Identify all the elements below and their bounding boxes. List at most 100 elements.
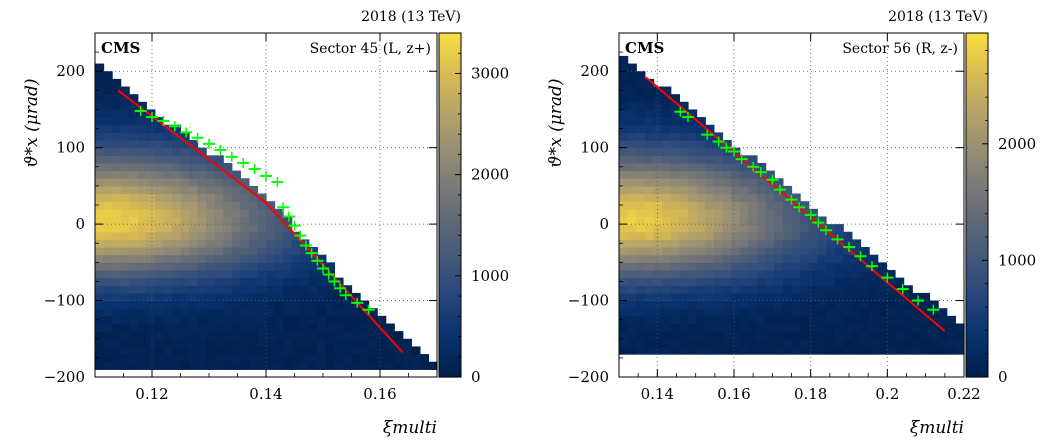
heatmap-cell <box>817 269 827 279</box>
heatmap-cell <box>317 277 327 286</box>
heatmap-cell <box>688 109 698 118</box>
heatmap-cell <box>197 292 207 302</box>
heatmap-cell <box>774 269 784 279</box>
heatmap-cell <box>627 216 637 225</box>
heatmap-cell <box>240 269 250 279</box>
heatmap-cell <box>791 247 801 256</box>
heatmap-cell <box>748 216 758 225</box>
heatmap-cell <box>112 239 122 248</box>
heatmap-cell <box>419 361 430 370</box>
heatmap-cell <box>154 262 164 271</box>
heatmap-cell <box>240 231 250 240</box>
heatmap-cell <box>886 277 896 286</box>
fit-marker <box>277 202 290 213</box>
heatmap-cell <box>308 269 318 279</box>
heatmap-cell <box>739 338 749 348</box>
colorbar-step <box>966 305 988 310</box>
heatmap-cell <box>146 277 156 286</box>
heatmap-cell <box>291 308 301 317</box>
heatmap-cell <box>705 323 715 332</box>
heatmap-cell <box>860 292 870 302</box>
heatmap-cell <box>920 338 931 348</box>
heatmap-cell <box>240 193 250 202</box>
heatmap-cell <box>300 361 310 370</box>
heatmap-cell <box>688 315 698 325</box>
heatmap-cell <box>197 170 207 179</box>
colorbar-step <box>439 221 461 226</box>
heatmap-cell <box>240 361 250 370</box>
heatmap-cell <box>627 170 637 179</box>
colorbar-tick-label: 2000 <box>998 135 1036 153</box>
heatmap-cell <box>154 361 164 370</box>
heatmap-cell <box>826 239 836 248</box>
heatmap-cell <box>679 323 689 332</box>
heatmap-cell <box>817 262 827 271</box>
heatmap-cell <box>129 315 139 325</box>
heatmap-cell <box>291 331 301 340</box>
heatmap-cell <box>300 239 310 248</box>
heatmap-cell <box>300 285 310 294</box>
heatmap-cell <box>765 331 775 340</box>
heatmap-cell <box>895 292 905 302</box>
heatmap-cell <box>120 346 130 355</box>
heatmap-cell <box>95 109 105 118</box>
heatmap-cell <box>240 308 250 317</box>
heatmap-cell <box>146 140 156 149</box>
heatmap-cell <box>808 323 818 332</box>
heatmap-cell <box>274 231 284 240</box>
heatmap-cell <box>214 155 224 164</box>
heatmap-cell <box>636 117 646 126</box>
heatmap-cell <box>223 323 233 332</box>
heatmap-cell <box>214 300 224 309</box>
fit-marker <box>682 112 694 123</box>
heatmap-cell <box>325 285 335 294</box>
heatmap-cell <box>774 315 784 325</box>
heatmap-cell <box>129 354 139 363</box>
heatmap-cell <box>791 308 801 317</box>
colorbar-step <box>439 173 461 178</box>
heatmap-cell <box>206 338 216 348</box>
heatmap-cell <box>146 147 156 156</box>
heatmap-cell <box>653 300 663 309</box>
heatmap-cell <box>308 285 318 294</box>
heatmap-cell <box>308 361 318 370</box>
heatmap-cell <box>300 323 310 332</box>
heatmap-cell <box>791 224 801 233</box>
heatmap-cell <box>722 162 732 172</box>
heatmap-cell <box>636 315 646 325</box>
heatmap-cell <box>877 323 887 332</box>
heatmap-cell <box>619 140 629 149</box>
heatmap-cell <box>739 231 749 240</box>
heatmap-cell <box>240 201 250 210</box>
heatmap-cell <box>644 86 655 95</box>
heatmap-cell <box>189 147 199 156</box>
heatmap-cell <box>800 247 810 256</box>
heatmap-cell <box>877 346 887 355</box>
colorbar-step <box>439 53 461 58</box>
heatmap-cell <box>808 239 818 248</box>
heatmap-cell <box>189 208 199 218</box>
heatmap-cell <box>627 239 637 248</box>
heatmap-cell <box>308 308 318 317</box>
heatmap-cell <box>843 247 853 256</box>
heatmap-cell <box>619 292 629 302</box>
heatmap-cell <box>938 315 948 325</box>
heatmap-cell <box>826 331 836 340</box>
heatmap-cell <box>653 231 663 240</box>
heatmap-cell <box>120 254 130 263</box>
colorbar-step <box>439 181 461 186</box>
colorbar-step <box>966 253 988 258</box>
heatmap-cell <box>214 331 224 340</box>
heatmap-cell <box>886 346 896 355</box>
heatmap-cell <box>800 201 810 210</box>
heatmap-cell <box>705 170 715 179</box>
heatmap-cell <box>774 231 784 240</box>
heatmap-cell <box>291 285 301 294</box>
heatmap-cell <box>197 354 207 363</box>
heatmap-cell <box>731 308 741 317</box>
heatmap-cell <box>120 277 130 286</box>
fit-marker <box>774 184 786 195</box>
heatmap-cell <box>636 170 646 179</box>
heatmap-cell <box>214 208 224 218</box>
heatmap-cell <box>112 224 122 233</box>
